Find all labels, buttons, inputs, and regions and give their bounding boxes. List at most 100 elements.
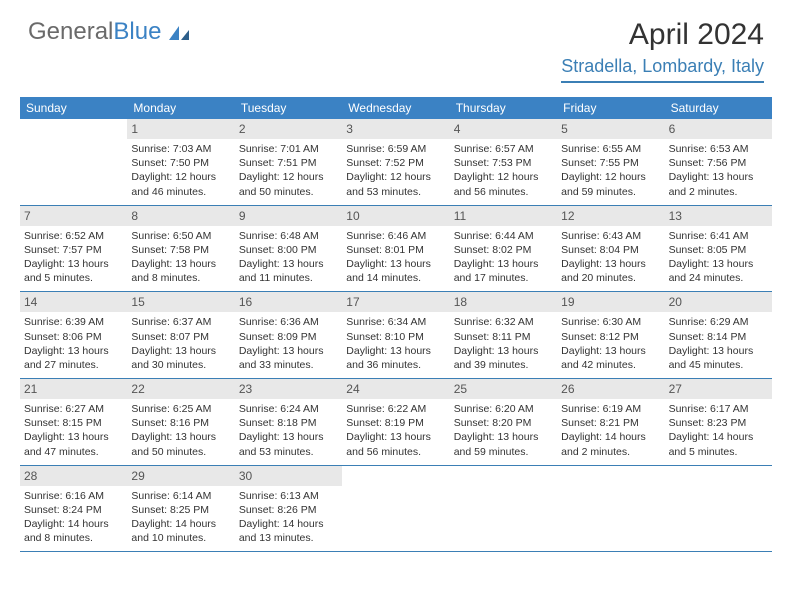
daylight-text: and 50 minutes.	[131, 445, 230, 459]
day-cell: 20Sunrise: 6:29 AMSunset: 8:14 PMDayligh…	[665, 292, 772, 378]
daylight-text: Daylight: 13 hours	[24, 257, 123, 271]
sunrise-text: Sunrise: 6:41 AM	[669, 229, 768, 243]
daylight-text: and 46 minutes.	[131, 185, 230, 199]
day-number: 24	[342, 379, 449, 399]
daylight-text: and 53 minutes.	[239, 445, 338, 459]
week-row: 21Sunrise: 6:27 AMSunset: 8:15 PMDayligh…	[20, 379, 772, 466]
daylight-text: Daylight: 12 hours	[346, 170, 445, 184]
daylight-text: Daylight: 13 hours	[239, 257, 338, 271]
day-number: 28	[20, 466, 127, 486]
sunrise-text: Sunrise: 6:16 AM	[24, 489, 123, 503]
sunset-text: Sunset: 8:10 PM	[346, 330, 445, 344]
daylight-text: Daylight: 14 hours	[239, 517, 338, 531]
day-number: 2	[235, 119, 342, 139]
daylight-text: and 59 minutes.	[454, 445, 553, 459]
sunrise-text: Sunrise: 6:25 AM	[131, 402, 230, 416]
daylight-text: Daylight: 12 hours	[561, 170, 660, 184]
daylight-text: and 2 minutes.	[561, 445, 660, 459]
sunset-text: Sunset: 7:56 PM	[669, 156, 768, 170]
daylight-text: Daylight: 13 hours	[239, 430, 338, 444]
logo-accent: Blue	[113, 18, 161, 45]
day-number: 26	[557, 379, 664, 399]
day-number: 11	[450, 206, 557, 226]
day-number: 18	[450, 292, 557, 312]
daylight-text: and 5 minutes.	[24, 271, 123, 285]
day-empty: .	[450, 466, 557, 552]
day-number: 22	[127, 379, 234, 399]
sunset-text: Sunset: 8:20 PM	[454, 416, 553, 430]
daylight-text: and 14 minutes.	[346, 271, 445, 285]
daylight-text: Daylight: 14 hours	[24, 517, 123, 531]
weekday-friday: Friday	[557, 97, 664, 119]
day-cell: 10Sunrise: 6:46 AMSunset: 8:01 PMDayligh…	[342, 206, 449, 292]
day-cell: 4Sunrise: 6:57 AMSunset: 7:53 PMDaylight…	[450, 119, 557, 205]
daylight-text: Daylight: 13 hours	[131, 430, 230, 444]
weekday-saturday: Saturday	[665, 97, 772, 119]
day-empty: .	[20, 119, 127, 205]
sunset-text: Sunset: 8:19 PM	[346, 416, 445, 430]
day-number: 12	[557, 206, 664, 226]
day-cell: 28Sunrise: 6:16 AMSunset: 8:24 PMDayligh…	[20, 466, 127, 552]
daylight-text: and 50 minutes.	[239, 185, 338, 199]
day-number: 14	[20, 292, 127, 312]
daylight-text: and 56 minutes.	[346, 445, 445, 459]
sunrise-text: Sunrise: 6:14 AM	[131, 489, 230, 503]
daylight-text: and 53 minutes.	[346, 185, 445, 199]
week-row: 7Sunrise: 6:52 AMSunset: 7:57 PMDaylight…	[20, 206, 772, 293]
day-number: 25	[450, 379, 557, 399]
day-number: 19	[557, 292, 664, 312]
day-cell: 23 Sunrise: 6:24 AMSunset: 8:18 PMDayligh…	[235, 379, 342, 465]
daylight-text: and 36 minutes.	[346, 358, 445, 372]
daylight-text: Daylight: 13 hours	[346, 344, 445, 358]
sunset-text: Sunset: 8:12 PM	[561, 330, 660, 344]
day-cell: 2 Sunrise: 7:01 AMSunset: 7:51 PMDaylight…	[235, 119, 342, 205]
day-cell: 19 Sunrise: 6:30 AMSunset: 8:12 PMDayligh…	[557, 292, 664, 378]
sunset-text: Sunset: 8:15 PM	[24, 416, 123, 430]
day-number: 15	[127, 292, 234, 312]
day-cell: 27Sunrise: 6:17 AMSunset: 8:23 PMDayligh…	[665, 379, 772, 465]
sunset-text: Sunset: 8:21 PM	[561, 416, 660, 430]
sunset-text: Sunset: 8:11 PM	[454, 330, 553, 344]
sunset-text: Sunset: 8:02 PM	[454, 243, 553, 257]
sunrise-text: Sunrise: 6:24 AM	[239, 402, 338, 416]
day-cell: 1Sunrise: 7:03 AMSunset: 7:50 PMDaylight…	[127, 119, 234, 205]
sunset-text: Sunset: 8:18 PM	[239, 416, 338, 430]
sunrise-text: Sunrise: 6:19 AM	[561, 402, 660, 416]
day-number: 9	[235, 206, 342, 226]
daylight-text: Daylight: 13 hours	[561, 344, 660, 358]
day-cell: 24Sunrise: 6:22 AMSunset: 8:19 PMDayligh…	[342, 379, 449, 465]
sunrise-text: Sunrise: 6:59 AM	[346, 142, 445, 156]
day-cell: 3Sunrise: 6:59 AMSunset: 7:52 PMDaylight…	[342, 119, 449, 205]
daylight-text: Daylight: 12 hours	[454, 170, 553, 184]
week-row: 28Sunrise: 6:16 AMSunset: 8:24 PMDayligh…	[20, 466, 772, 553]
daylight-text: and 17 minutes.	[454, 271, 553, 285]
sunset-text: Sunset: 7:57 PM	[24, 243, 123, 257]
day-number: 23	[235, 379, 342, 399]
sunset-text: Sunset: 7:51 PM	[239, 156, 338, 170]
logo-text: GeneralBlue	[28, 18, 161, 46]
sunrise-text: Sunrise: 6:48 AM	[239, 229, 338, 243]
daylight-text: and 56 minutes.	[454, 185, 553, 199]
daylight-text: Daylight: 12 hours	[239, 170, 338, 184]
sunset-text: Sunset: 8:16 PM	[131, 416, 230, 430]
day-cell: 8Sunrise: 6:50 AMSunset: 7:58 PMDaylight…	[127, 206, 234, 292]
sunrise-text: Sunrise: 6:17 AM	[669, 402, 768, 416]
sunrise-text: Sunrise: 7:01 AM	[239, 142, 338, 156]
day-cell: 7Sunrise: 6:52 AMSunset: 7:57 PMDaylight…	[20, 206, 127, 292]
sunrise-text: Sunrise: 6:43 AM	[561, 229, 660, 243]
daylight-text: and 10 minutes.	[131, 531, 230, 545]
daylight-text: Daylight: 13 hours	[454, 344, 553, 358]
sunrise-text: Sunrise: 6:20 AM	[454, 402, 553, 416]
sunrise-text: Sunrise: 6:13 AM	[239, 489, 338, 503]
day-number: 13	[665, 206, 772, 226]
sunrise-text: Sunrise: 7:03 AM	[131, 142, 230, 156]
day-cell: 29Sunrise: 6:14 AMSunset: 8:25 PMDayligh…	[127, 466, 234, 552]
weekday-monday: Monday	[127, 97, 234, 119]
daylight-text: Daylight: 13 hours	[346, 257, 445, 271]
sunrise-text: Sunrise: 6:32 AM	[454, 315, 553, 329]
weekday-sunday: Sunday	[20, 97, 127, 119]
sunrise-text: Sunrise: 6:30 AM	[561, 315, 660, 329]
sunrise-text: Sunrise: 6:50 AM	[131, 229, 230, 243]
day-number: 10	[342, 206, 449, 226]
daylight-text: Daylight: 13 hours	[669, 257, 768, 271]
